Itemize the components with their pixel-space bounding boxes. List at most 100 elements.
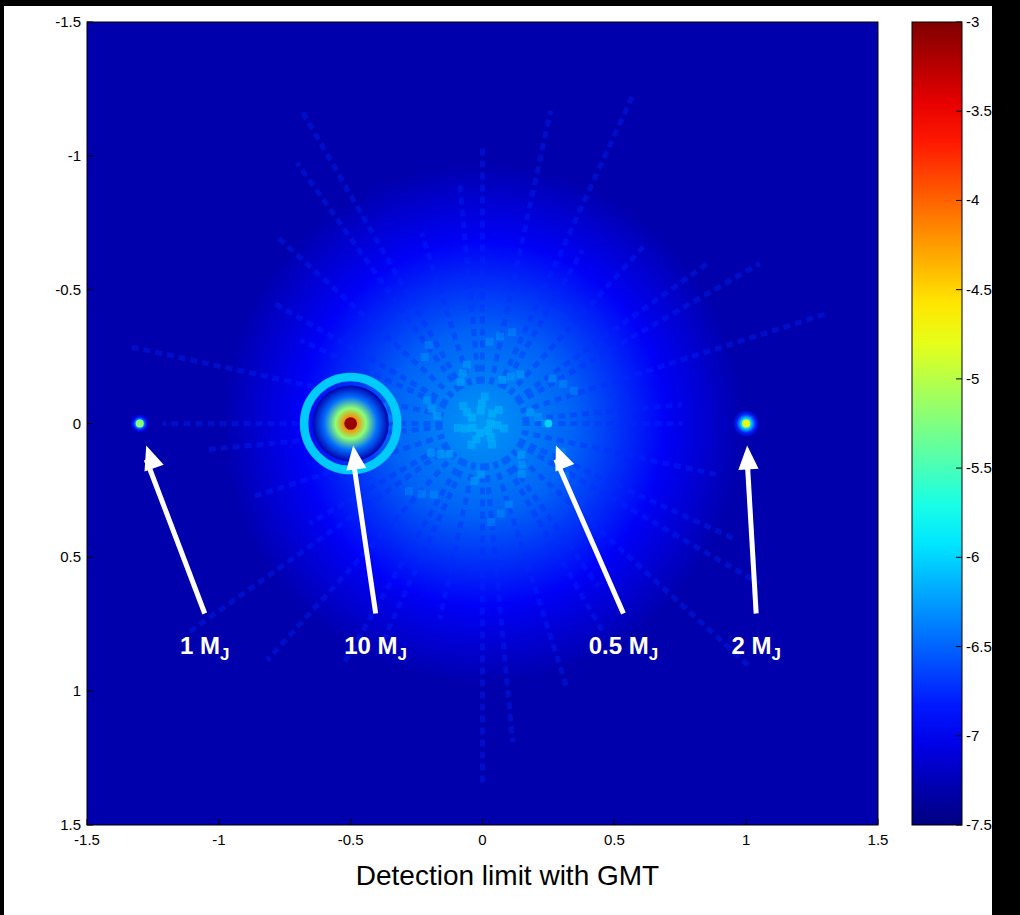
- y-tick-label: 1: [73, 682, 81, 699]
- x-tick: [87, 819, 88, 825]
- x-tick-label: 0: [478, 831, 486, 848]
- spoke: [512, 450, 749, 665]
- speckle: [478, 400, 486, 408]
- arrow-shaft: [556, 460, 624, 614]
- speckle: [508, 328, 516, 336]
- speckle: [467, 441, 475, 449]
- spoke: [519, 440, 737, 540]
- spoke: [517, 264, 759, 404]
- speckle: [421, 353, 429, 361]
- colorbar-tick-label: -6.5: [966, 638, 992, 655]
- speckle: [481, 393, 489, 401]
- speckle: [497, 510, 505, 518]
- speckle: [500, 424, 508, 432]
- spoke: [522, 432, 717, 475]
- arrow-head: [145, 446, 164, 472]
- speckle: [461, 425, 469, 433]
- y-tick: [87, 691, 93, 692]
- x-tick-label: -1.5: [74, 831, 100, 848]
- planet-label: 10 MJ: [344, 632, 407, 664]
- top-band: [0, 0, 1020, 6]
- y-tick-label: 1.5: [60, 816, 81, 833]
- planet-label: 1 MJ: [180, 632, 229, 664]
- colorbar-tick-label: -6: [966, 548, 979, 565]
- spoke: [189, 447, 450, 632]
- spoke: [480, 464, 485, 784]
- speckle: [454, 424, 462, 432]
- caption: Detection limit with GMT: [356, 860, 659, 891]
- speckle: [495, 406, 503, 414]
- colorbar-tick: [956, 200, 962, 201]
- y-tick: [87, 557, 93, 558]
- x-tick: [218, 819, 219, 825]
- spoke: [499, 96, 632, 387]
- left-band: [0, 0, 4, 915]
- speckle: [516, 370, 524, 378]
- speckle: [468, 424, 476, 432]
- annotations: 1 MJ 10 MJ 0.5 MJ 2 MJ: [145, 446, 781, 664]
- speckle: [570, 387, 578, 395]
- speckle: [496, 332, 504, 340]
- speckle: [517, 451, 525, 459]
- speckle: [445, 450, 453, 458]
- spoke: [522, 405, 681, 420]
- y-tick: [87, 423, 93, 424]
- colorbar-tick: [956, 378, 962, 379]
- speckle: [405, 487, 413, 495]
- speckle: [459, 402, 467, 410]
- x-tick-label: -0.5: [338, 831, 364, 848]
- speckle: [459, 369, 467, 377]
- y-tick: [87, 22, 93, 23]
- colorbar-tick: [956, 825, 962, 826]
- colorbar-tick-label: -3.5: [966, 102, 992, 119]
- x-tick: [878, 819, 879, 825]
- y-tick: [87, 825, 93, 826]
- speckle: [477, 407, 485, 415]
- colorbar-tick: [956, 557, 962, 558]
- colorbar-tick-label: -3: [966, 13, 979, 30]
- planet-label: 2 MJ: [731, 632, 780, 664]
- planet: [733, 410, 760, 437]
- spoke: [486, 463, 512, 742]
- planet-label: 0.5 MJ: [589, 632, 659, 664]
- spoke: [383, 460, 466, 642]
- page-bg: [0, 0, 1020, 915]
- y-tick: [87, 155, 93, 156]
- y-tick-label: -0.5: [55, 281, 81, 298]
- speckle: [498, 376, 506, 384]
- speckle: [418, 490, 426, 498]
- colorbar-tick: [956, 468, 962, 469]
- colorbar: [912, 22, 962, 825]
- colorbar-tick: [956, 22, 962, 23]
- speckle: [487, 420, 495, 428]
- speckle: [433, 412, 441, 420]
- colorbar-tick-label: -5.5: [966, 459, 992, 476]
- colorbar-tick-label: -7: [966, 727, 979, 744]
- spoke: [509, 246, 644, 394]
- right-band: [992, 0, 1020, 915]
- colorbar-tick-label: -4: [966, 191, 979, 208]
- y-tick-label: -1.5: [55, 13, 81, 30]
- planet: [130, 414, 149, 433]
- colorbar-tick: [956, 111, 962, 112]
- speckle: [427, 449, 435, 457]
- speckle: [428, 405, 436, 413]
- x-tick: [482, 819, 483, 825]
- x-tick-label: 1.5: [868, 831, 889, 848]
- speckle: [548, 375, 556, 383]
- colorbar-tick: [956, 646, 962, 647]
- x-tick-label: 1: [742, 831, 750, 848]
- spoke: [460, 185, 479, 384]
- x-tick-label: 0.5: [604, 831, 625, 848]
- spoke: [503, 250, 583, 389]
- speckle: [507, 372, 515, 380]
- colorbar-ticks: -3-3.5-4-4.5-5-5.5-6-6.5-7-7.5: [956, 13, 992, 833]
- plot-frame: [87, 22, 878, 825]
- speckle: [436, 450, 444, 458]
- plot-area: [87, 22, 878, 825]
- planet: [313, 385, 389, 461]
- y-tick-label: 0: [73, 415, 81, 432]
- colorbar-tick-label: -4.5: [966, 281, 992, 298]
- planet-core: [136, 420, 144, 428]
- speckle: [534, 413, 542, 421]
